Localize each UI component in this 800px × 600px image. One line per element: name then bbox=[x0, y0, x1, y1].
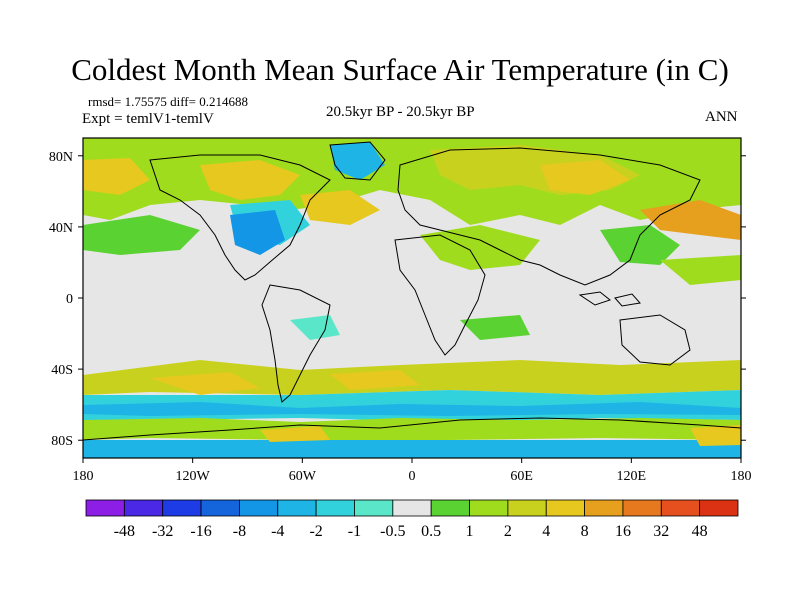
trop-blue-1 bbox=[290, 315, 340, 340]
map-field bbox=[83, 138, 741, 458]
antarctic-orange bbox=[260, 426, 330, 442]
lat-tick-label: 0 bbox=[66, 292, 73, 307]
antarctica-outline bbox=[83, 417, 741, 441]
north-america-outline bbox=[149, 154, 331, 281]
colorbar-swatch bbox=[545, 499, 585, 517]
colorbar-label: -4 bbox=[271, 523, 284, 540]
colorbar-swatch bbox=[392, 499, 432, 517]
colorbar-swatch bbox=[123, 499, 164, 517]
colorbar-label: -8 bbox=[233, 523, 246, 540]
colorbar-label: 16 bbox=[615, 523, 631, 540]
greenland-outline bbox=[329, 141, 386, 181]
greenland-blue bbox=[330, 142, 385, 180]
colorbar-swatch bbox=[354, 499, 394, 517]
colorbar-swatch bbox=[277, 499, 317, 517]
lon-tick-label: 180 bbox=[731, 469, 752, 484]
period-label: 20.5kyr BP - 20.5kyr BP bbox=[326, 104, 475, 120]
latitude-axis: 80N 40N 0 40S 80S bbox=[49, 150, 746, 449]
lat-tick-label: 40N bbox=[49, 221, 73, 236]
colorbar: -48 -32 -16 -8 -4 -2 -1 -0.5 0.5 1 2 4 8 16 32 48 bbox=[85, 499, 739, 540]
colorbar-label: -16 bbox=[190, 523, 211, 540]
colorbar-swatch bbox=[315, 499, 355, 517]
colorbar-label: -1 bbox=[348, 523, 361, 540]
lat-tick-label: 80N bbox=[49, 150, 73, 165]
colorbar-label: 0.5 bbox=[421, 523, 441, 540]
colorbar-swatch bbox=[200, 499, 240, 517]
season-label: ANN bbox=[705, 109, 738, 125]
lon-tick-label: 0 bbox=[409, 469, 416, 484]
lat-tick-label: 80S bbox=[51, 434, 73, 449]
nam-blue bbox=[230, 210, 285, 255]
siberia-yellow bbox=[540, 160, 630, 195]
colorbar-label: 2 bbox=[504, 523, 512, 540]
longitude-axis: 180 120W 60W 0 60E 120E 180 bbox=[73, 458, 752, 484]
map-title: Coldest Month Mean Surface Air Temperatu… bbox=[71, 52, 729, 87]
colorbar-swatch bbox=[507, 499, 547, 517]
indonesia-outline bbox=[578, 291, 641, 307]
colorbar-swatch bbox=[162, 499, 202, 517]
coastlines bbox=[83, 141, 741, 441]
antarctic-orange-2 bbox=[690, 425, 741, 446]
africa-outline bbox=[394, 234, 486, 356]
antarctic-blue bbox=[83, 440, 741, 458]
colorbar-label: -48 bbox=[114, 523, 135, 540]
colorbar-label: 4 bbox=[542, 523, 550, 540]
antarctic-coast-green bbox=[83, 418, 741, 440]
south-orange-2 bbox=[330, 370, 420, 390]
colorbar-label: 1 bbox=[466, 523, 474, 540]
lon-tick-label: 180 bbox=[73, 469, 94, 484]
arctic-orange-2 bbox=[300, 190, 380, 225]
south-blue-deep bbox=[83, 402, 741, 416]
lon-tick-label: 60E bbox=[510, 469, 533, 484]
lon-tick-label: 120E bbox=[617, 469, 647, 484]
colorbar-swatch bbox=[660, 499, 701, 517]
arctic-orange-3 bbox=[640, 200, 741, 240]
colorbar-label: 32 bbox=[653, 523, 669, 540]
colorbar-swatch bbox=[469, 499, 509, 517]
colorbar-swatch bbox=[239, 499, 279, 517]
south-america-outline bbox=[261, 284, 331, 403]
lon-tick-label: 60W bbox=[289, 469, 317, 484]
colorbar-label: -32 bbox=[152, 523, 173, 540]
south-orange-1 bbox=[150, 372, 260, 395]
east-asia-green bbox=[600, 225, 680, 265]
trop-green-1 bbox=[460, 315, 530, 340]
colorbar-label: -0.5 bbox=[380, 523, 405, 540]
colorbar-label: 48 bbox=[692, 523, 708, 540]
lon-tick-label: 120W bbox=[176, 469, 211, 484]
mid-north-green bbox=[83, 215, 200, 255]
lat-tick-label: 40S bbox=[51, 363, 73, 378]
stats-text: rmsd= 1.75575 diff= 0.214688 bbox=[88, 94, 248, 109]
colorbar-label: -2 bbox=[309, 523, 322, 540]
australia-outline bbox=[619, 314, 691, 366]
eurasia-outline bbox=[397, 147, 701, 286]
asia-green bbox=[420, 225, 540, 270]
colorbar-swatch bbox=[85, 499, 125, 517]
colorbar-swatch bbox=[699, 499, 739, 517]
colorbar-swatch bbox=[584, 499, 624, 517]
colorbar-swatch bbox=[430, 499, 470, 517]
colorbar-label: 8 bbox=[581, 523, 589, 540]
experiment-label: Expt = temlV1-temlV bbox=[82, 111, 214, 127]
arctic-orange-1 bbox=[200, 160, 300, 200]
pacific-green bbox=[660, 255, 741, 285]
arctic-orange-4 bbox=[83, 158, 150, 195]
colorbar-swatch bbox=[622, 499, 662, 517]
